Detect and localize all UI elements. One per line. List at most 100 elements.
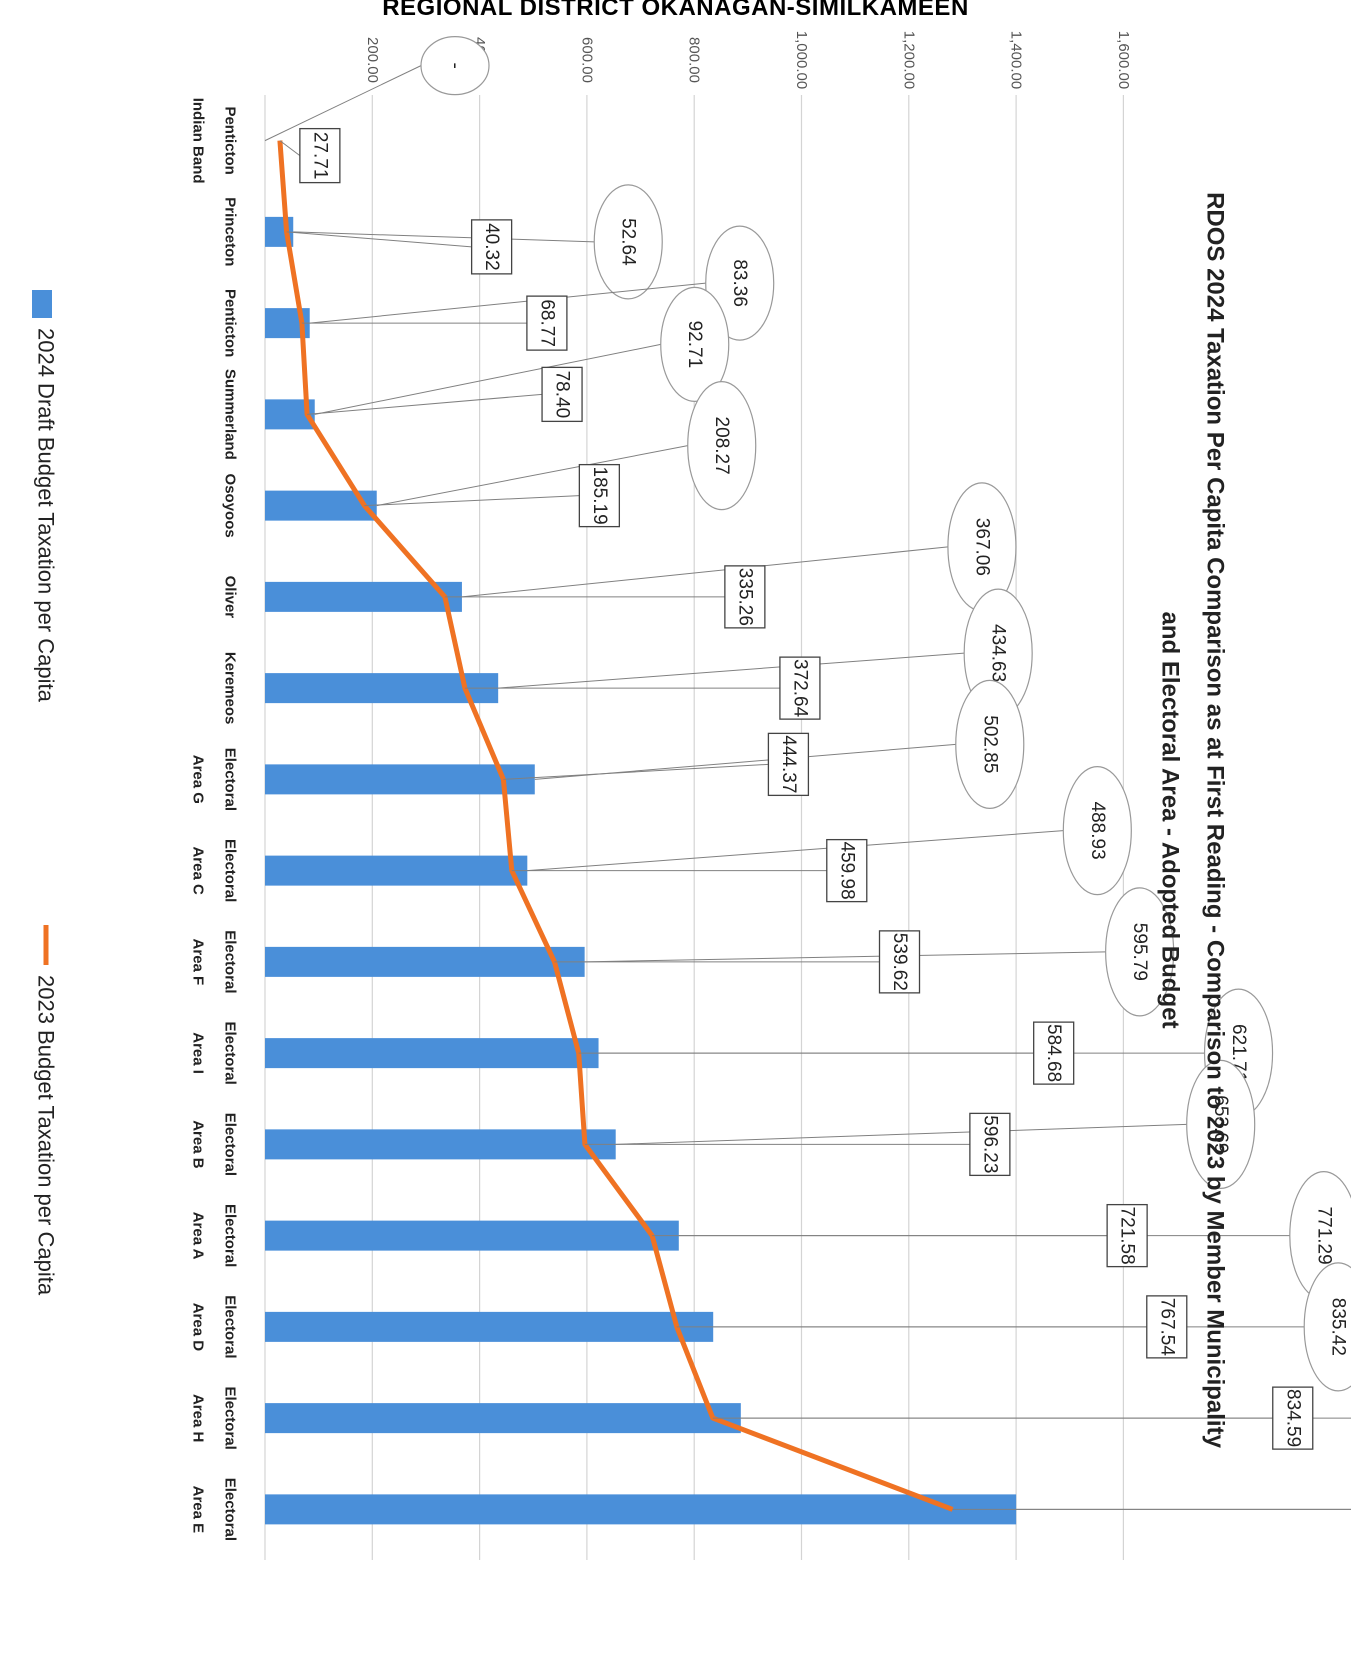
bar xyxy=(265,855,528,886)
data-label-2023: 539.62 xyxy=(889,933,910,991)
category-label: Summerland xyxy=(222,369,239,460)
label-ellipse-2024 xyxy=(593,184,663,300)
data-label-2024: 434.63 xyxy=(988,624,1009,682)
category-labels: Penticton Indian Band Princeton Penticton Su… xyxy=(190,98,239,1541)
data-labels: - 27.71 52.64 40.32 83.36 68.77 92.71 78.40 208.… xyxy=(264,36,1351,1510)
category-label: Indian Band xyxy=(190,98,207,184)
label-box-2023 xyxy=(578,463,621,528)
category-label: Electoral xyxy=(222,748,239,811)
label-box-2023 xyxy=(541,366,583,423)
data-label-2023: 185.19 xyxy=(589,467,610,525)
data-label-2024: 502.85 xyxy=(979,715,1000,773)
chart-title: RDOS 2024 Taxation Per Capita Comparison… xyxy=(1202,192,1229,1449)
callout-line xyxy=(264,65,422,142)
label-ellipse-2024 xyxy=(1186,1059,1256,1189)
callout-line xyxy=(286,231,472,248)
data-label-2024: 835.42 xyxy=(1328,1298,1349,1356)
data-label-2024: 653.69 xyxy=(1210,1095,1231,1153)
category-label: Princeton xyxy=(222,197,239,266)
category-label: Area D xyxy=(190,1303,207,1352)
data-label-2024: 367.06 xyxy=(971,518,992,576)
category-label: Electoral xyxy=(222,1295,239,1358)
category-label: Electoral xyxy=(222,1386,239,1449)
data-label-2023: 68.77 xyxy=(536,299,557,347)
callout-line xyxy=(461,546,948,598)
bar xyxy=(265,764,535,795)
bars-2024 xyxy=(265,216,1017,1525)
bar xyxy=(265,1220,679,1251)
callout-line xyxy=(376,445,688,507)
label-box-2023 xyxy=(878,930,921,994)
label-box-2023 xyxy=(779,656,821,720)
label-box-2023 xyxy=(1106,1203,1148,1268)
data-label-2023: 767.54 xyxy=(1156,1298,1177,1357)
label-box-2023 xyxy=(1272,1386,1314,1450)
data-label-2023: 372.64 xyxy=(789,659,810,718)
callout-line xyxy=(307,393,543,415)
tick-label: 600.00 xyxy=(578,37,595,83)
label-box-2023 xyxy=(826,838,868,903)
bar xyxy=(265,1311,714,1342)
tick-label: 1,000.00 xyxy=(793,31,810,89)
bar xyxy=(265,673,499,704)
tick-label: 200.00 xyxy=(364,37,381,83)
label-ellipse-2024 xyxy=(1105,887,1175,1017)
data-label-2023: 40.32 xyxy=(481,223,502,271)
category-label: Electoral xyxy=(222,1113,239,1176)
label-ellipse-2024 xyxy=(420,36,490,96)
data-label-2024: 208.27 xyxy=(711,417,732,475)
callout-line xyxy=(498,652,965,689)
category-label: Electoral xyxy=(222,839,239,902)
label-ellipse-2024 xyxy=(1303,1262,1351,1392)
data-label-2023: 444.37 xyxy=(778,735,799,793)
callout-line xyxy=(615,1123,1187,1145)
category-label: Area E xyxy=(190,1486,207,1534)
category-label: Penticton xyxy=(222,106,239,174)
label-box-2023 xyxy=(1033,1021,1075,1085)
category-label: Area H xyxy=(190,1394,207,1442)
label-box-2023 xyxy=(969,1112,1011,1177)
category-label: Electoral xyxy=(222,930,239,993)
callout-line xyxy=(364,495,580,507)
legend-swatch-bar xyxy=(32,290,52,318)
legend-label-2024: 2024 Draft Budget Taxation per Capita xyxy=(34,328,59,703)
tick-label: 1,600.00 xyxy=(1115,31,1132,89)
bar xyxy=(265,1494,1017,1525)
callout-line xyxy=(527,830,1064,872)
bar xyxy=(265,1403,741,1434)
chart-title-line2: and Electoral Area - Adopted Budget xyxy=(1157,612,1184,1029)
page-header: REGIONAL DISTRICT OKANAGAN-SIMILKAMEEN xyxy=(382,0,969,21)
callout-line xyxy=(314,343,661,415)
data-label-2023: 27.71 xyxy=(309,132,330,180)
bar xyxy=(265,581,462,612)
tick-label: 800.00 xyxy=(686,37,703,83)
label-ellipse-2024 xyxy=(687,381,757,511)
data-label-2023: 721.58 xyxy=(1117,1207,1138,1265)
label-box-2023 xyxy=(299,127,341,184)
callout-line xyxy=(293,231,595,243)
data-label-2024: 771.29 xyxy=(1313,1207,1334,1265)
data-label-2023: 596.23 xyxy=(979,1115,1000,1173)
callout-line xyxy=(279,140,301,157)
category-label: Area B xyxy=(190,1120,207,1169)
line-2023 xyxy=(277,140,954,1512)
data-label-2023: 78.40 xyxy=(552,371,573,419)
label-box-2023 xyxy=(1146,1295,1188,1359)
callout-line xyxy=(503,763,769,780)
label-ellipse-2024 xyxy=(660,286,730,402)
label-box-2023 xyxy=(724,565,766,629)
tick-label: 1,200.00 xyxy=(900,31,917,89)
category-label: Electoral xyxy=(222,1204,239,1267)
category-label: Oliver xyxy=(222,576,239,619)
data-label-2024: 595.79 xyxy=(1129,923,1150,981)
label-box-2023 xyxy=(526,295,568,351)
category-label: Electoral xyxy=(222,1021,239,1084)
data-label-2023: 335.26 xyxy=(734,568,755,626)
legend-label-2023: 2023 Budget Taxation per Capita xyxy=(34,975,59,1296)
data-label-2023: 584.68 xyxy=(1043,1024,1064,1082)
category-label: Area C xyxy=(190,846,207,895)
category-label: Area A xyxy=(190,1212,207,1260)
category-label: Area I xyxy=(190,1032,207,1074)
data-label-2023: 834.59 xyxy=(1282,1389,1303,1447)
